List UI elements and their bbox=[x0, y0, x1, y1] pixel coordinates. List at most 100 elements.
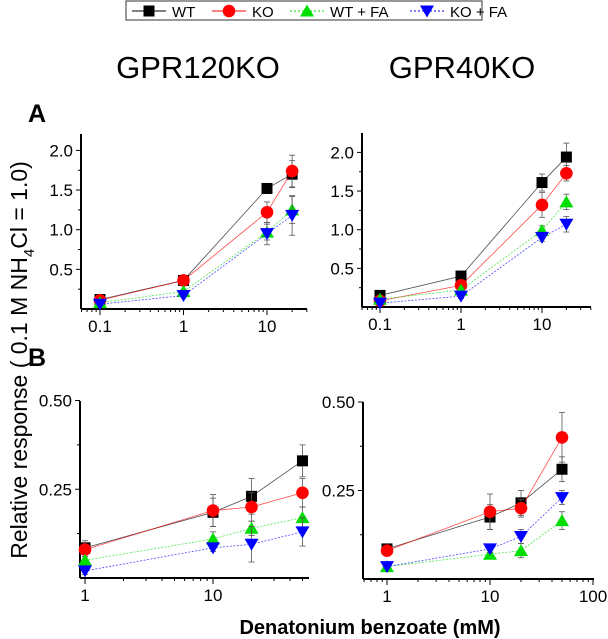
y-tick-label: 0.25 bbox=[322, 482, 355, 501]
legend-entry-wt-fa: WT + FA bbox=[290, 4, 388, 21]
y-tick-label: 1.0 bbox=[330, 221, 354, 240]
data-point-circle bbox=[514, 501, 528, 515]
data-point-circle bbox=[285, 164, 299, 178]
series-wt bbox=[381, 456, 568, 555]
data-point-triangle-up bbox=[559, 195, 574, 208]
x-axis-label: Denatonium benzoate (mM) bbox=[239, 617, 500, 639]
data-point-triangle-down bbox=[514, 531, 529, 544]
legend-label: KO + FA bbox=[450, 4, 507, 21]
series-line bbox=[84, 492, 303, 550]
y-tick-label: 2.0 bbox=[330, 143, 354, 162]
legend: WT KO WT + FA KO + FA bbox=[125, 0, 507, 21]
series-line bbox=[379, 201, 567, 300]
panel-a-gpr40ko: 0.1 1 10 0.5 1.0 1.5 2.0 bbox=[330, 133, 592, 334]
data-point-triangle-down bbox=[260, 228, 274, 241]
y-tick-label: 1.0 bbox=[49, 221, 73, 240]
data-point-circle bbox=[206, 504, 220, 517]
data-point-circle bbox=[483, 505, 497, 519]
data-point-triangle-down bbox=[483, 543, 497, 556]
column-title-gpr40ko: GPR40KO bbox=[389, 50, 535, 85]
data-point-triangle-down bbox=[176, 290, 191, 303]
y-tick-label: 0.5 bbox=[330, 259, 354, 278]
legend-entry-wt: WT bbox=[132, 4, 195, 21]
x-tick-label: 1 bbox=[80, 586, 89, 605]
data-point-triangle-down bbox=[535, 231, 549, 244]
y-tick-label: 0.50 bbox=[322, 393, 355, 412]
legend-marker-triangle-up bbox=[300, 4, 314, 17]
data-point-triangle-down bbox=[78, 565, 92, 578]
y-axis-label: Relative response ( 0.1 M NH4Cl = 1.0) bbox=[6, 161, 38, 559]
data-point-circle bbox=[555, 431, 569, 444]
data-point-triangle-down bbox=[93, 298, 107, 311]
data-point-square bbox=[261, 182, 273, 194]
series-wt bbox=[79, 444, 308, 556]
y-tick-label: 0.25 bbox=[39, 480, 72, 499]
legend-entry-ko: KO bbox=[212, 4, 274, 21]
legend-label: WT + FA bbox=[330, 4, 388, 21]
data-point-circle bbox=[560, 166, 573, 180]
data-point-triangle-down bbox=[373, 297, 387, 310]
column-title-gpr120ko: GPR120KO bbox=[116, 50, 280, 85]
series-line bbox=[99, 209, 293, 304]
series-ko bbox=[380, 412, 569, 557]
panel-label-b: B bbox=[28, 344, 46, 372]
y-tick-label: 1.5 bbox=[49, 181, 73, 200]
data-point-circle bbox=[78, 543, 92, 556]
data-point-circle bbox=[245, 500, 258, 514]
data-point-circle bbox=[296, 486, 309, 500]
x-tick-label: 10 bbox=[258, 317, 277, 336]
y-tick-label: 2.0 bbox=[49, 141, 73, 160]
data-point-square bbox=[556, 463, 568, 475]
legend-marker-square bbox=[143, 5, 155, 17]
data-point-triangle-down bbox=[285, 209, 300, 222]
data-point-square bbox=[455, 270, 467, 282]
series-line bbox=[84, 517, 303, 561]
data-point-triangle-down bbox=[244, 538, 259, 551]
y-tick-label: 1.5 bbox=[330, 182, 354, 201]
panel-b-gpr120ko: 1 10 0.25 0.50 bbox=[39, 392, 310, 605]
data-point-triangle-down bbox=[295, 526, 310, 539]
y-tick-label: 0.5 bbox=[49, 260, 73, 279]
x-tick-label: 10 bbox=[533, 315, 552, 334]
x-tick-label: 0.1 bbox=[368, 315, 392, 334]
x-tick-label: 100 bbox=[579, 587, 607, 606]
legend-entry-ko-fa: KO + FA bbox=[410, 4, 507, 21]
data-point-square bbox=[536, 177, 548, 189]
data-point-triangle-down bbox=[454, 290, 468, 303]
legend-marker-circle bbox=[222, 4, 236, 18]
series-line bbox=[386, 437, 563, 552]
data-point-triangle-down bbox=[380, 561, 394, 574]
series-ko-fa bbox=[380, 490, 569, 574]
series-wt bbox=[374, 142, 572, 301]
data-point-square bbox=[296, 455, 308, 467]
data-point-triangle-down bbox=[206, 542, 220, 555]
legend-label: WT bbox=[172, 4, 195, 21]
y-axis-label-main: Relative response ( 0.1 M NH bbox=[6, 257, 32, 559]
series-line bbox=[386, 497, 563, 568]
data-point-circle bbox=[535, 198, 549, 212]
x-tick-label: 1 bbox=[456, 315, 465, 334]
series-wt-fa bbox=[78, 506, 310, 566]
legend-marker-triangle-down bbox=[420, 5, 434, 18]
data-point-triangle-up bbox=[295, 511, 310, 524]
data-point-circle bbox=[260, 205, 274, 219]
y-tick-label: 0.50 bbox=[39, 392, 72, 411]
panel-b-gpr40ko: 1 10 100 0.25 0.50 bbox=[322, 393, 607, 606]
series-ko bbox=[78, 478, 309, 558]
series-line bbox=[99, 170, 293, 301]
series-ko-fa bbox=[373, 216, 574, 310]
x-tick-label: 10 bbox=[204, 586, 223, 605]
x-tick-label: 1 bbox=[179, 317, 188, 336]
data-point-triangle-down bbox=[559, 218, 574, 231]
series-line bbox=[379, 156, 567, 296]
data-point-circle bbox=[380, 544, 394, 557]
series-ko-fa bbox=[78, 517, 310, 578]
series-line bbox=[84, 460, 303, 549]
data-point-triangle-up bbox=[78, 553, 92, 566]
legend-label: KO bbox=[252, 4, 274, 21]
x-tick-label: 1 bbox=[382, 587, 391, 606]
series-ko-fa bbox=[93, 195, 300, 311]
panel-label-a: A bbox=[28, 100, 46, 128]
